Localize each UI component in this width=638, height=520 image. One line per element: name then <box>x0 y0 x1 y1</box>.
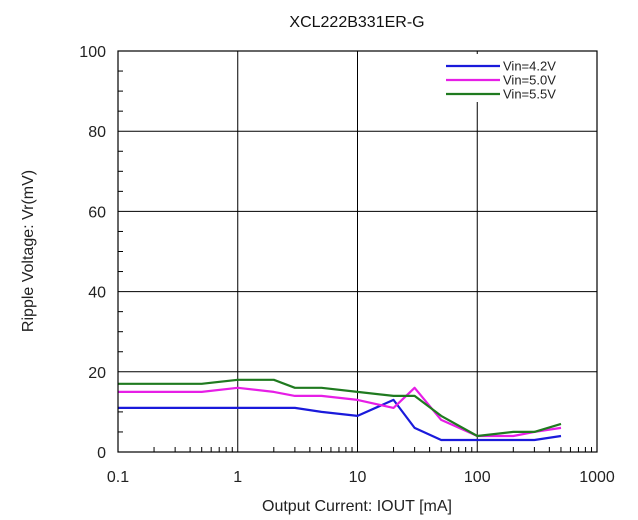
minor-tick-marks <box>118 70 593 452</box>
y-tick-label-0: 0 <box>97 445 106 462</box>
plot-area-frame <box>117 50 598 453</box>
series-lines <box>118 378 562 442</box>
x-axis-title: Output Current: IOUT [mA] <box>262 498 452 515</box>
series-line-2 <box>118 378 562 438</box>
series-line-1 <box>118 386 562 438</box>
y-tick-label-1: 20 <box>88 365 106 382</box>
x-tick-label-3: 100 <box>464 469 491 486</box>
x-tick-label-0: 0.1 <box>107 469 129 486</box>
legend-label-1: Vin=5.0V <box>503 73 556 88</box>
series-line-0 <box>118 398 562 442</box>
y-tick-label-2: 40 <box>88 285 106 302</box>
y-tick-label-3: 60 <box>88 204 106 221</box>
x-tick-label-2: 10 <box>349 469 367 486</box>
chart-title: XCL222B331ER-G <box>289 14 424 31</box>
x-tick-label-4: 1000 <box>579 469 615 486</box>
y-tick-label-4: 80 <box>88 124 106 141</box>
y-tick-label-5: 100 <box>79 44 106 61</box>
y-tick-labels: 0 20 40 60 80 100 <box>79 44 106 462</box>
x-tick-labels: 0.1 1 10 100 1000 <box>107 469 615 486</box>
y-axis-title: Ripple Voltage: Vr(mV) <box>20 170 37 332</box>
x-tick-label-1: 1 <box>233 469 242 486</box>
legend-label-2: Vin=5.5V <box>503 87 556 102</box>
legend-label-0: Vin=4.2V <box>503 59 556 74</box>
